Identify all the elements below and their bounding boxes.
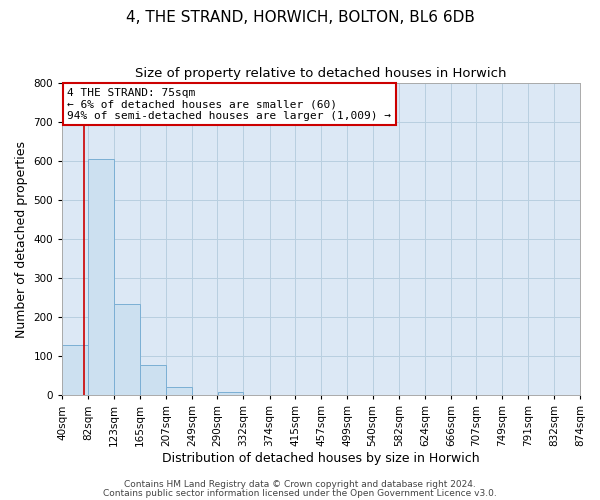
Y-axis label: Number of detached properties: Number of detached properties	[15, 140, 28, 338]
Text: Contains HM Land Registry data © Crown copyright and database right 2024.: Contains HM Land Registry data © Crown c…	[124, 480, 476, 489]
Text: 4, THE STRAND, HORWICH, BOLTON, BL6 6DB: 4, THE STRAND, HORWICH, BOLTON, BL6 6DB	[125, 10, 475, 25]
Bar	[114, 304, 140, 396]
Bar	[88, 159, 113, 396]
Text: 4 THE STRAND: 75sqm
← 6% of detached houses are smaller (60)
94% of semi-detache: 4 THE STRAND: 75sqm ← 6% of detached hou…	[67, 88, 391, 121]
Bar	[166, 386, 192, 396]
X-axis label: Distribution of detached houses by size in Horwich: Distribution of detached houses by size …	[162, 452, 480, 465]
Title: Size of property relative to detached houses in Horwich: Size of property relative to detached ho…	[136, 68, 507, 80]
Bar	[218, 392, 244, 396]
Text: Contains public sector information licensed under the Open Government Licence v3: Contains public sector information licen…	[103, 488, 497, 498]
Bar	[62, 344, 88, 396]
Bar	[140, 365, 166, 396]
